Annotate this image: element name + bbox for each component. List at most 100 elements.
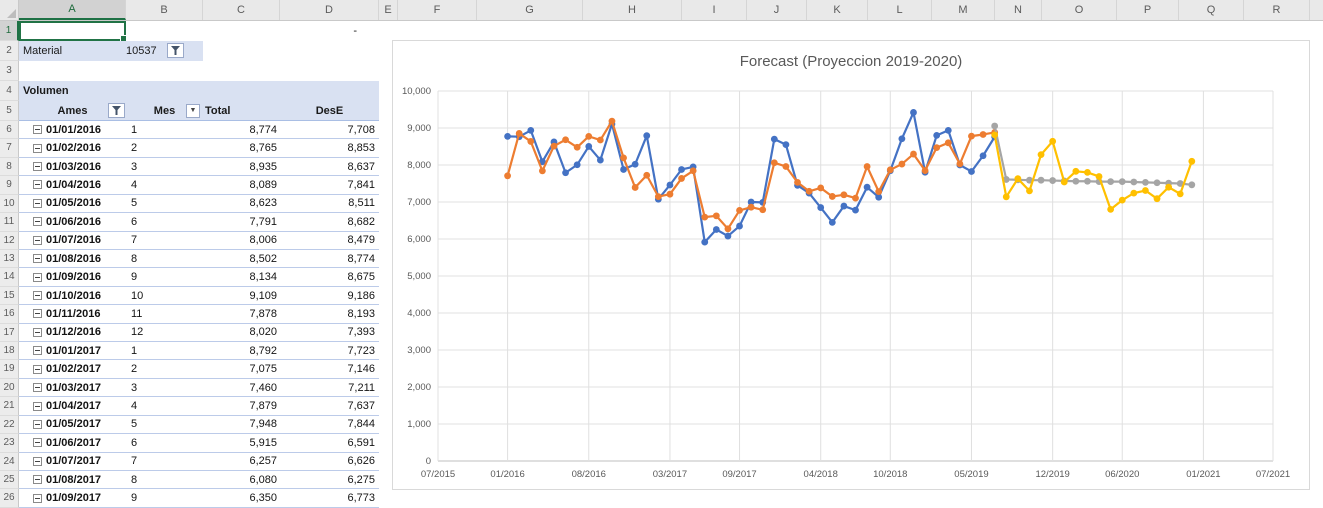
cell-dese[interactable]: 6,591: [347, 436, 375, 449]
row-header-16[interactable]: 16: [0, 305, 19, 324]
pivot-row[interactable]: 01/10/2016 10 9,109 9,186: [19, 286, 379, 306]
row-header-4[interactable]: 4: [0, 81, 19, 101]
cell-dese[interactable]: 7,841: [347, 178, 375, 191]
pivot-row[interactable]: 01/01/2017 1 8,792 7,723: [19, 342, 379, 361]
cell-mes[interactable]: 2: [131, 142, 138, 155]
collapse-minus-icon[interactable]: [33, 383, 42, 393]
cell-dese[interactable]: 7,146: [347, 363, 375, 376]
cell-mes[interactable]: 7: [131, 234, 138, 247]
pivot-row[interactable]: 01/05/2017 5 7,948 7,844: [19, 415, 379, 435]
column-header-partial[interactable]: [1310, 0, 1323, 20]
cell-ames[interactable]: 01/09/2016: [19, 271, 126, 283]
cell-ames[interactable]: 01/07/2017: [19, 455, 126, 467]
pivot-row[interactable]: 01/02/2017 2 7,075 7,146: [19, 360, 379, 379]
row-header-23[interactable]: 23: [0, 434, 19, 453]
cell-mes[interactable]: 8: [131, 252, 138, 265]
cell-total[interactable]: 8,935: [249, 160, 277, 173]
row-header-18[interactable]: 18: [0, 342, 19, 361]
cell-dese[interactable]: 8,853: [347, 142, 375, 155]
cell-total[interactable]: 8,134: [249, 271, 277, 284]
column-header-O[interactable]: O: [1042, 0, 1117, 20]
mes-dropdown-button[interactable]: ▼: [186, 104, 200, 118]
column-header-C[interactable]: C: [203, 0, 280, 20]
cell-ames[interactable]: 01/07/2016: [19, 234, 126, 246]
cell-mes[interactable]: 2: [131, 363, 138, 376]
cell-total[interactable]: 8,502: [249, 252, 277, 265]
cell-total[interactable]: 7,075: [249, 363, 277, 376]
collapse-minus-icon[interactable]: [33, 309, 42, 319]
cell-total[interactable]: 7,878: [249, 307, 277, 320]
cell-mes[interactable]: 5: [131, 197, 138, 210]
pivot-row[interactable]: 01/08/2016 8 8,502 8,774: [19, 249, 379, 269]
cell-dese[interactable]: 8,675: [347, 271, 375, 284]
pivot-row[interactable]: 01/07/2017 7 6,257 6,626: [19, 452, 379, 472]
cell-total[interactable]: 8,774: [249, 123, 277, 136]
cell-dese[interactable]: 8,637: [347, 160, 375, 173]
cell-total[interactable]: 7,460: [249, 381, 277, 394]
pivot-row[interactable]: 01/09/2016 9 8,134 8,675: [19, 268, 379, 287]
cell-total[interactable]: 9,109: [249, 289, 277, 302]
cell-mes[interactable]: 9: [131, 492, 138, 505]
column-header-L[interactable]: L: [868, 0, 932, 20]
cell-mes[interactable]: 11: [131, 307, 143, 320]
cell-total[interactable]: 7,879: [249, 400, 277, 413]
pivot-row[interactable]: 01/04/2016 4 8,089 7,841: [19, 176, 379, 195]
row-header-11[interactable]: 11: [0, 213, 19, 232]
column-header-F[interactable]: F: [398, 0, 477, 20]
row-header-8[interactable]: 8: [0, 157, 19, 177]
pivot-title[interactable]: Volumen: [19, 81, 379, 101]
cell-ames[interactable]: 01/01/2017: [19, 345, 126, 357]
cell-dese[interactable]: 6,773: [347, 492, 375, 505]
cell-mes[interactable]: 4: [131, 178, 138, 191]
cell-ames[interactable]: 01/05/2016: [19, 197, 126, 209]
pivot-row[interactable]: 01/07/2016 7 8,006 8,479: [19, 231, 379, 250]
pivot-row[interactable]: 01/03/2016 3 8,935 8,637: [19, 157, 379, 177]
row-header-7[interactable]: 7: [0, 139, 19, 158]
collapse-minus-icon[interactable]: [33, 291, 42, 300]
cell-total[interactable]: 8,765: [249, 142, 277, 155]
row-header-19[interactable]: 19: [0, 360, 19, 379]
cell-mes[interactable]: 4: [131, 400, 138, 413]
cell-ames[interactable]: 01/03/2016: [19, 161, 126, 173]
collapse-minus-icon[interactable]: [33, 327, 42, 337]
row-header-22[interactable]: 22: [0, 415, 19, 435]
cell-total[interactable]: 8,792: [249, 344, 277, 357]
cell-ames[interactable]: 01/01/2016: [19, 124, 126, 136]
collapse-minus-icon[interactable]: [33, 198, 42, 208]
collapse-minus-icon[interactable]: [33, 180, 42, 190]
collapse-minus-icon[interactable]: [33, 419, 42, 429]
cell-dese[interactable]: 7,708: [347, 123, 375, 136]
column-header-K[interactable]: K: [807, 0, 868, 20]
row-header-17[interactable]: 17: [0, 323, 19, 343]
collapse-minus-icon[interactable]: [33, 364, 42, 374]
cell-total[interactable]: 7,948: [249, 418, 277, 431]
column-header-N[interactable]: N: [995, 0, 1042, 20]
column-header-R[interactable]: R: [1244, 0, 1310, 20]
row-header-5[interactable]: 5: [0, 101, 19, 121]
row-header-14[interactable]: 14: [0, 268, 19, 287]
cell-dese[interactable]: 7,393: [347, 326, 375, 339]
select-all-corner[interactable]: [0, 0, 19, 20]
cell-dese[interactable]: 7,723: [347, 344, 375, 357]
pivot-row[interactable]: 01/06/2016 6 7,791 8,682: [19, 213, 379, 232]
column-header-P[interactable]: P: [1117, 0, 1179, 20]
cell-dese[interactable]: 8,479: [347, 234, 375, 247]
cell-mes[interactable]: 3: [131, 160, 138, 173]
cell-ames[interactable]: 01/05/2017: [19, 418, 126, 430]
cell-mes[interactable]: 3: [131, 381, 138, 394]
cell-total[interactable]: 8,006: [249, 234, 277, 247]
collapse-minus-icon[interactable]: [33, 346, 42, 356]
cell-mes[interactable]: 5: [131, 418, 138, 431]
row-header-1[interactable]: 1: [0, 21, 19, 41]
row-header-2[interactable]: 2: [0, 41, 19, 61]
cell-total[interactable]: 5,915: [249, 436, 277, 449]
collapse-minus-icon[interactable]: [33, 125, 42, 135]
row-header-25[interactable]: 25: [0, 471, 19, 490]
row-header-12[interactable]: 12: [0, 231, 19, 250]
pivot-row[interactable]: 01/04/2017 4 7,879 7,637: [19, 397, 379, 416]
material-label[interactable]: Material: [23, 45, 63, 57]
row-header-15[interactable]: 15: [0, 286, 19, 306]
collapse-minus-icon[interactable]: [33, 143, 42, 153]
cell-dese[interactable]: 9,186: [347, 289, 375, 302]
column-header-I[interactable]: I: [682, 0, 747, 20]
